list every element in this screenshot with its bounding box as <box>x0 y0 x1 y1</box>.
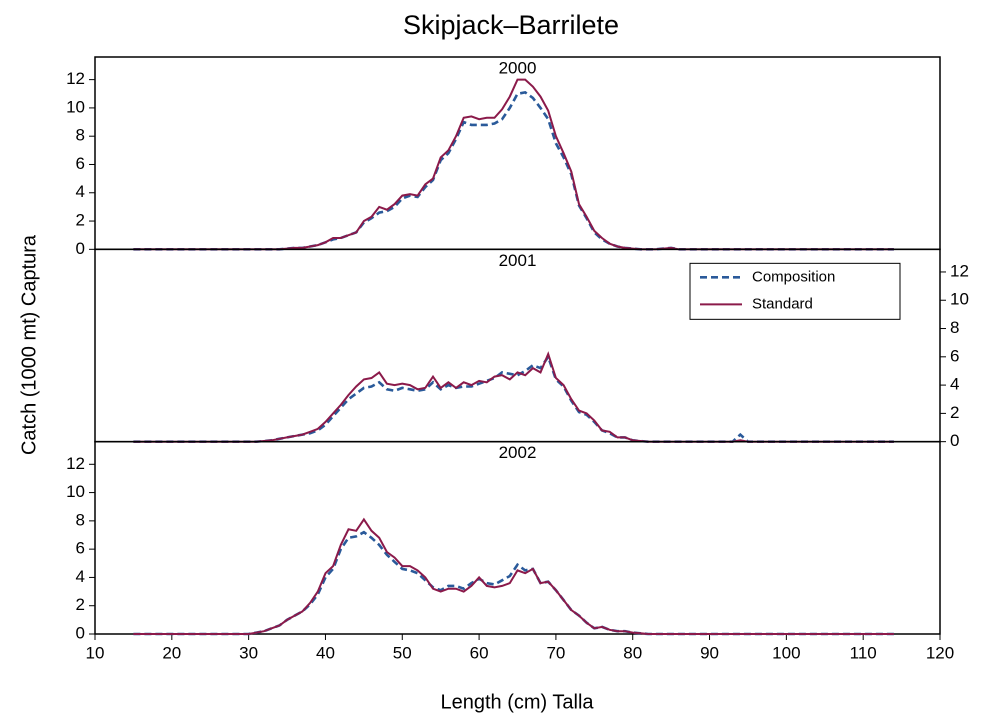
y-tick-label: 8 <box>950 318 959 337</box>
y-tick-label: 12 <box>66 454 85 473</box>
x-tick-label: 60 <box>470 643 489 662</box>
y-tick-label: 6 <box>76 154 85 173</box>
x-tick-label: 50 <box>393 643 412 662</box>
y-tick-label: 2 <box>76 595 85 614</box>
y-tick-label: 12 <box>66 69 85 88</box>
x-tick-label: 90 <box>700 643 719 662</box>
series-line <box>133 517 894 635</box>
x-tick-label: 80 <box>623 643 642 662</box>
x-tick-label: 40 <box>316 643 335 662</box>
legend-box <box>689 262 901 320</box>
y-tick-label: 0 <box>950 431 959 450</box>
y-tick-label: 0 <box>76 623 85 642</box>
y-tick-label: 10 <box>66 482 85 501</box>
y-tick-label: 10 <box>66 97 85 116</box>
y-tick-label: 8 <box>76 510 85 529</box>
panel-label: 2002 <box>499 443 537 462</box>
series-line <box>133 353 894 443</box>
y-tick-label: 10 <box>950 290 969 309</box>
legend-label: Standard <box>752 295 813 312</box>
panel-frame <box>94 56 941 251</box>
panel-label: 2001 <box>499 251 537 270</box>
y-tick-label: 2 <box>76 211 85 230</box>
series-line <box>133 351 894 443</box>
x-tick-label: 10 <box>86 643 105 662</box>
y-tick-label: 8 <box>76 126 85 145</box>
x-axis-label: Length (cm) Talla <box>440 691 594 713</box>
panel-label: 2000 <box>499 58 537 77</box>
y-tick-label: 2 <box>950 403 959 422</box>
x-tick-label: 30 <box>239 643 258 662</box>
series-line <box>133 78 894 251</box>
y-axis-label: Catch (1000 mt) Captura <box>18 234 40 455</box>
x-tick-label: 120 <box>926 643 954 662</box>
y-tick-label: 4 <box>76 567 85 586</box>
series-line <box>133 530 894 636</box>
x-tick-label: 110 <box>850 643 877 662</box>
series-line <box>133 91 894 251</box>
x-tick-label: 20 <box>162 643 181 662</box>
y-tick-label: 6 <box>76 539 85 558</box>
y-tick-label: 4 <box>950 375 959 394</box>
y-tick-label: 6 <box>950 346 959 365</box>
chart-title: Skipjack–Barrilete <box>403 10 619 40</box>
x-tick-label: 70 <box>546 643 565 662</box>
legend-label: Composition <box>752 268 835 285</box>
y-tick-label: 12 <box>950 261 969 280</box>
y-tick-label: 4 <box>76 182 85 201</box>
y-tick-label: 0 <box>76 239 85 258</box>
x-tick-label: 100 <box>772 643 800 662</box>
panel-frame <box>94 440 941 635</box>
